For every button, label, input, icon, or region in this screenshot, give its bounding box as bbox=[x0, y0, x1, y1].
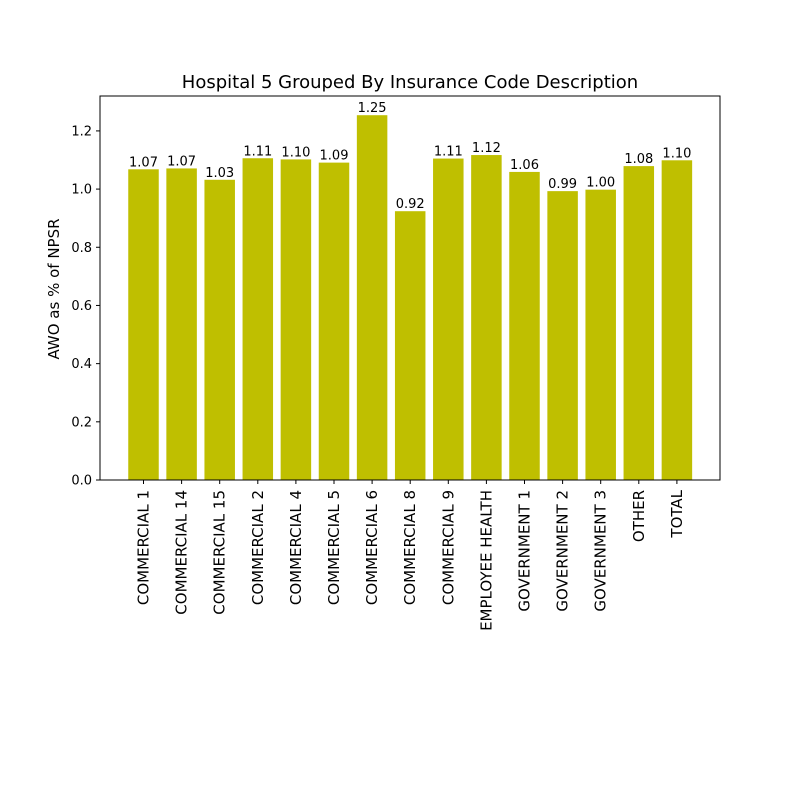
y-tick-label: 0.0 bbox=[71, 474, 92, 489]
bar bbox=[433, 158, 464, 481]
y-tick-label: 0.8 bbox=[71, 241, 92, 256]
y-tick-label: 0.4 bbox=[71, 357, 92, 372]
bar bbox=[471, 155, 502, 481]
plot-frame bbox=[99, 95, 721, 481]
bar bbox=[585, 189, 616, 481]
bar bbox=[547, 191, 578, 480]
x-tick-label: EMPLOYEE HEALTH bbox=[477, 490, 495, 631]
x-tick-label: COMMERCIAL 4 bbox=[287, 490, 305, 605]
x-tick-label: COMMERCIAL 15 bbox=[211, 490, 229, 615]
x-tick-label: COMMERCIAL 8 bbox=[401, 490, 419, 605]
x-tick-label: TOTAL bbox=[668, 489, 686, 538]
x-tick-label: GOVERNMENT 3 bbox=[592, 490, 610, 612]
x-tick-label: OTHER bbox=[630, 490, 648, 542]
data-label: 1.25 bbox=[358, 101, 387, 116]
y-tick-label: 1.2 bbox=[71, 124, 92, 139]
data-label: 1.06 bbox=[510, 158, 539, 173]
bar bbox=[356, 115, 388, 480]
bar bbox=[318, 162, 350, 480]
x-tick-label: COMMERCIAL 9 bbox=[439, 490, 457, 605]
bar bbox=[204, 179, 235, 480]
y-tick-label: 0.6 bbox=[71, 299, 92, 314]
bar bbox=[166, 168, 197, 480]
bar bbox=[128, 169, 159, 480]
bar bbox=[661, 160, 693, 481]
y-axis-ticks: 0.0 0.2 0.4 0.6 0.8 1.0 1.2 bbox=[71, 124, 100, 489]
data-label: 0.92 bbox=[396, 197, 425, 212]
bar bbox=[509, 171, 540, 480]
data-label: 1.12 bbox=[472, 141, 501, 156]
x-tick-label: COMMERCIAL 5 bbox=[325, 490, 343, 605]
chart-title: Hospital 5 Grouped By Insurance Code Des… bbox=[182, 72, 638, 93]
x-tick-label: COMMERCIAL 1 bbox=[135, 490, 153, 605]
data-label: 1.10 bbox=[281, 145, 310, 160]
x-tick-label: COMMERCIAL 14 bbox=[173, 490, 191, 615]
data-label: 1.07 bbox=[129, 155, 158, 170]
data-label: 1.08 bbox=[624, 152, 653, 167]
data-label: 1.09 bbox=[320, 149, 349, 164]
bar bbox=[280, 159, 312, 481]
bar bbox=[394, 211, 426, 480]
data-label: 1.00 bbox=[586, 176, 615, 191]
x-tick-label: COMMERCIAL 2 bbox=[249, 490, 267, 605]
data-label: 1.03 bbox=[205, 166, 234, 181]
data-labels-group: 1.07 1.07 1.03 1.11 1.10 1.09 1.25 0.92 1.11 1.12… bbox=[129, 101, 691, 212]
x-axis-ticks: COMMERCIAL 1 COMMERCIAL 14 COMMERCIAL 15 CO… bbox=[135, 480, 686, 631]
x-tick-label: COMMERCIAL 6 bbox=[363, 490, 381, 605]
x-tick-label: GOVERNMENT 2 bbox=[554, 490, 572, 612]
data-label: 0.99 bbox=[548, 177, 577, 192]
data-label: 1.11 bbox=[243, 144, 272, 159]
bar bbox=[623, 166, 655, 481]
x-tick-label: GOVERNMENT 1 bbox=[516, 490, 534, 612]
bars-group bbox=[128, 115, 693, 481]
data-label: 1.11 bbox=[434, 145, 463, 160]
bar bbox=[242, 158, 274, 480]
data-label: 1.10 bbox=[662, 146, 691, 161]
y-tick-label: 1.0 bbox=[71, 183, 92, 198]
y-tick-label: 0.2 bbox=[71, 415, 92, 430]
y-axis-label: AWO as % of NPSR bbox=[45, 218, 63, 359]
data-label: 1.07 bbox=[167, 154, 196, 169]
